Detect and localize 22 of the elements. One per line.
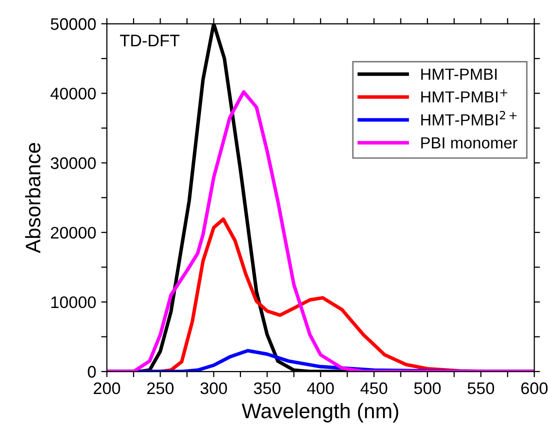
legend-label: HMT-PMBI$^{2+}$ [421, 110, 517, 126]
y-tick-label: 10000 [51, 296, 96, 308]
legend-label: HMT-PMBI [421, 68, 497, 80]
y-tick-label: 40000 [50, 88, 96, 100]
y-tick-label: 30000 [50, 157, 96, 170]
x-tick-label: 200 [94, 382, 120, 394]
y-tick-label: 50000 [50, 18, 96, 30]
annotation: TD-DFT [120, 34, 180, 46]
legend-label: PBI monomer [421, 137, 518, 148]
legend-label: HMT-PMBI$^{+}$ [421, 89, 508, 102]
y-tick-label: 20000 [50, 226, 96, 239]
x-tick-label: 350 [254, 382, 280, 394]
y-tick-label: 0 [88, 366, 96, 378]
x-tick-label: 450 [360, 382, 388, 394]
x-tick-label: 300 [200, 382, 227, 394]
x-axis-title: Wavelength (nm) [242, 403, 398, 422]
x-tick-label: 250 [147, 382, 174, 394]
x-tick-label: 400 [307, 382, 334, 394]
x-tick-label: 500 [414, 382, 441, 394]
x-tick-label: 600 [521, 382, 548, 394]
y-axis-title: Absorbance [25, 142, 40, 254]
x-tick-label: 550 [468, 382, 494, 394]
